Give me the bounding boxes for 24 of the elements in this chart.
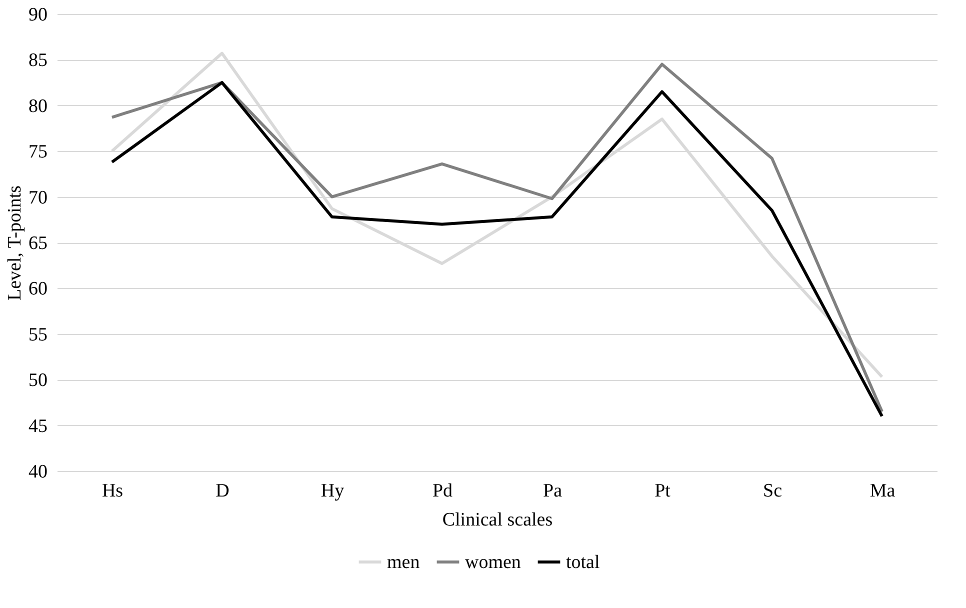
x-axis-title: Clinical scales [442,510,553,530]
y-tick-label: 55 [28,324,48,346]
y-tick-label: 65 [28,233,48,254]
y-tick-label: 60 [28,278,48,300]
y-tick-label: 40 [28,462,48,482]
y-tick-label: 90 [28,4,48,26]
y-tick-label: 45 [28,416,48,437]
y-tick-label: 80 [28,96,48,117]
y-tick-label: 70 [28,187,48,208]
y-tick-label: 50 [28,370,48,392]
y-tick-label: 75 [28,142,48,163]
y-axis-title: Level, T-points [4,185,26,301]
x-tick-label: Ma [870,480,896,502]
x-tick-label: Pd [432,480,454,502]
legend-label: total [566,552,600,573]
x-tick-label: Pt [654,480,672,502]
x-tick-label: Hy [320,480,345,502]
y-tick-label: 85 [28,50,48,72]
x-tick-label: Hs [102,480,124,502]
x-tick-label: Pa [543,480,563,502]
legend-label: women [465,552,522,573]
x-tick-label: Sc [763,480,782,502]
legend-label: men [387,552,420,573]
x-tick-label: D [216,480,230,502]
